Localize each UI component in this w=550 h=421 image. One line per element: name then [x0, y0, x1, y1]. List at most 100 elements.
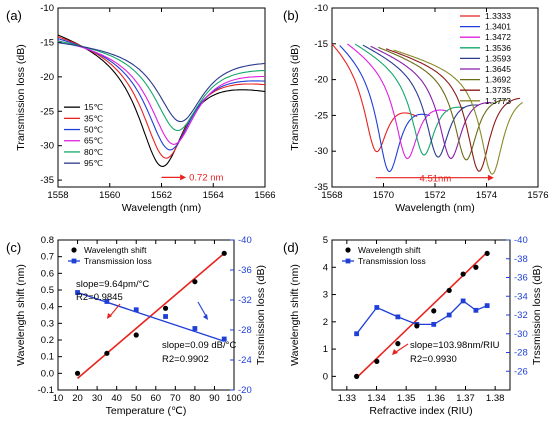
loss-fit-line: [77, 291, 225, 342]
legend-entry: 65℃: [84, 136, 103, 146]
series-line: [339, 45, 430, 173]
y2-tick-label: -20: [238, 385, 252, 396]
series-line: [378, 46, 508, 161]
wavelength-point: [473, 264, 479, 270]
r2-annotation: R2=0.9902: [162, 354, 209, 365]
loss-point: [473, 307, 479, 313]
y2-tick-label: -24: [238, 355, 252, 366]
x-tick-label: 1558: [47, 190, 68, 201]
x-tick-label: 1560: [99, 190, 120, 201]
y2-tick-label: -36: [514, 273, 528, 284]
x-tick-label: 1.35: [397, 393, 416, 404]
y-axis-label: Transmission loss (dB): [15, 44, 27, 150]
y-tick-label: 0.3: [41, 318, 54, 329]
r2-annotation: R2=0.9845: [76, 292, 123, 303]
shift-annotation: 0.72 nm: [189, 172, 223, 183]
wavelength-point: [221, 250, 227, 256]
x-tick-label: 10: [53, 393, 64, 404]
pointer-arrowhead: [392, 349, 398, 355]
series-line: [347, 43, 449, 160]
loss-point: [163, 314, 168, 319]
shift-arrowhead: [487, 174, 494, 181]
loss-point: [431, 321, 437, 327]
legend-entry: 1.3692: [485, 75, 511, 85]
y-axis-label: Wavelength shift (nm): [15, 264, 27, 366]
slope-annotation: slope=0.09 dB/°C: [162, 340, 236, 351]
wavelength-point: [74, 370, 81, 376]
x-axis-label: Refractive index (RIU): [369, 405, 472, 417]
panel-d: (d) 1.33 1.34 1.35 1.36 1.37 1.38 Refractive in…: [283, 235, 543, 417]
y2-axis-label: Trssmission loss (dB): [531, 265, 543, 365]
y-tick-label: 0.5: [41, 285, 54, 296]
wavelength-point: [431, 308, 437, 314]
y-axis-label: Wavelength shift (nm): [289, 264, 301, 366]
pointer-arrowhead: [107, 313, 112, 319]
x-tick-label: 1.36: [427, 393, 446, 404]
y-tick-label: 0.8: [41, 235, 54, 246]
wavelength-point: [374, 358, 380, 364]
loss-point: [192, 326, 198, 331]
y-tick-label: -35: [314, 182, 328, 193]
legend-entry: 1.3645: [485, 64, 511, 74]
x-tick-label: 1566: [254, 190, 275, 201]
y2-tick-label: -36: [238, 265, 252, 276]
x-tick-label: 60: [150, 393, 161, 404]
legend-marker: [345, 258, 351, 264]
x-tick-label: 40: [111, 393, 122, 404]
x-tick-label: 1568: [321, 190, 342, 201]
series-line: [331, 43, 418, 153]
x-tick-label: 30: [92, 393, 103, 404]
y-axis-label: Transmission loss (dB): [289, 44, 301, 150]
panel-label: (d): [283, 240, 299, 255]
y-tick-label: 0.4: [41, 302, 54, 313]
loss-point: [460, 298, 466, 304]
series-line: [385, 48, 521, 172]
y2-tick-label: -40: [238, 235, 252, 246]
y2-tick-label: -30: [514, 329, 528, 340]
legend-entry: 1.3472: [485, 32, 511, 42]
loss-point: [104, 299, 110, 304]
pointer-arrow: [197, 301, 207, 317]
panel-a: (a) 1558 1560 1562 1564 1566 Wavelength (nm) -1…: [6, 3, 276, 214]
y-tick-label: 0: [323, 371, 328, 382]
x-tick-label: 1572: [424, 190, 445, 201]
x-axis-label: Temperature (℃): [106, 405, 187, 417]
wavelength-point: [460, 271, 466, 277]
y-tick-label: 5: [323, 235, 328, 246]
loss-point: [133, 307, 139, 313]
y-tick-label: 0.2: [41, 335, 54, 346]
series-line: [362, 44, 479, 158]
legend-entry: 80℃: [84, 147, 103, 157]
x-tick-label: 70: [170, 393, 181, 404]
y-tick-label: -30: [40, 141, 54, 152]
legend-entry: 50℃: [84, 125, 103, 135]
x-tick-label: 1.34: [367, 393, 386, 404]
y-tick-label: 0.1: [41, 352, 54, 363]
y2-tick-label: -38: [514, 254, 528, 265]
plot-frame: [57, 239, 235, 391]
y-tick-label: -25: [314, 110, 328, 121]
loss-point: [354, 331, 360, 337]
x-tick-label: 1.38: [486, 393, 505, 404]
y2-tick-label: -32: [238, 295, 252, 306]
series-line: [57, 34, 266, 167]
shift-annotation: 4.51nm: [420, 174, 452, 185]
legend-entry: 1.3536: [485, 43, 511, 53]
y2-tick-label: -32: [514, 310, 528, 321]
x-tick-label: 100: [226, 393, 242, 404]
wavelength-point: [395, 341, 401, 347]
x-tick-label: 1564: [203, 190, 224, 201]
legend-marker: [71, 247, 77, 253]
legend-marker: [71, 258, 77, 264]
y-tick-label: -20: [314, 75, 328, 86]
y-tick-label: -25: [40, 106, 54, 117]
y-tick-label: -0.1: [38, 385, 54, 396]
loss-point: [221, 336, 227, 342]
legend-entry: 1.3593: [485, 53, 511, 63]
y-tick-label: -15: [314, 39, 328, 50]
panel-b: (b) 1568 1570 1572 1574 1576 Wavelength (nm) -1…: [283, 3, 549, 214]
wavelength-fit-line: [77, 252, 225, 379]
x-tick-label: 1.37: [456, 393, 475, 404]
pointer-arrow: [109, 303, 121, 317]
